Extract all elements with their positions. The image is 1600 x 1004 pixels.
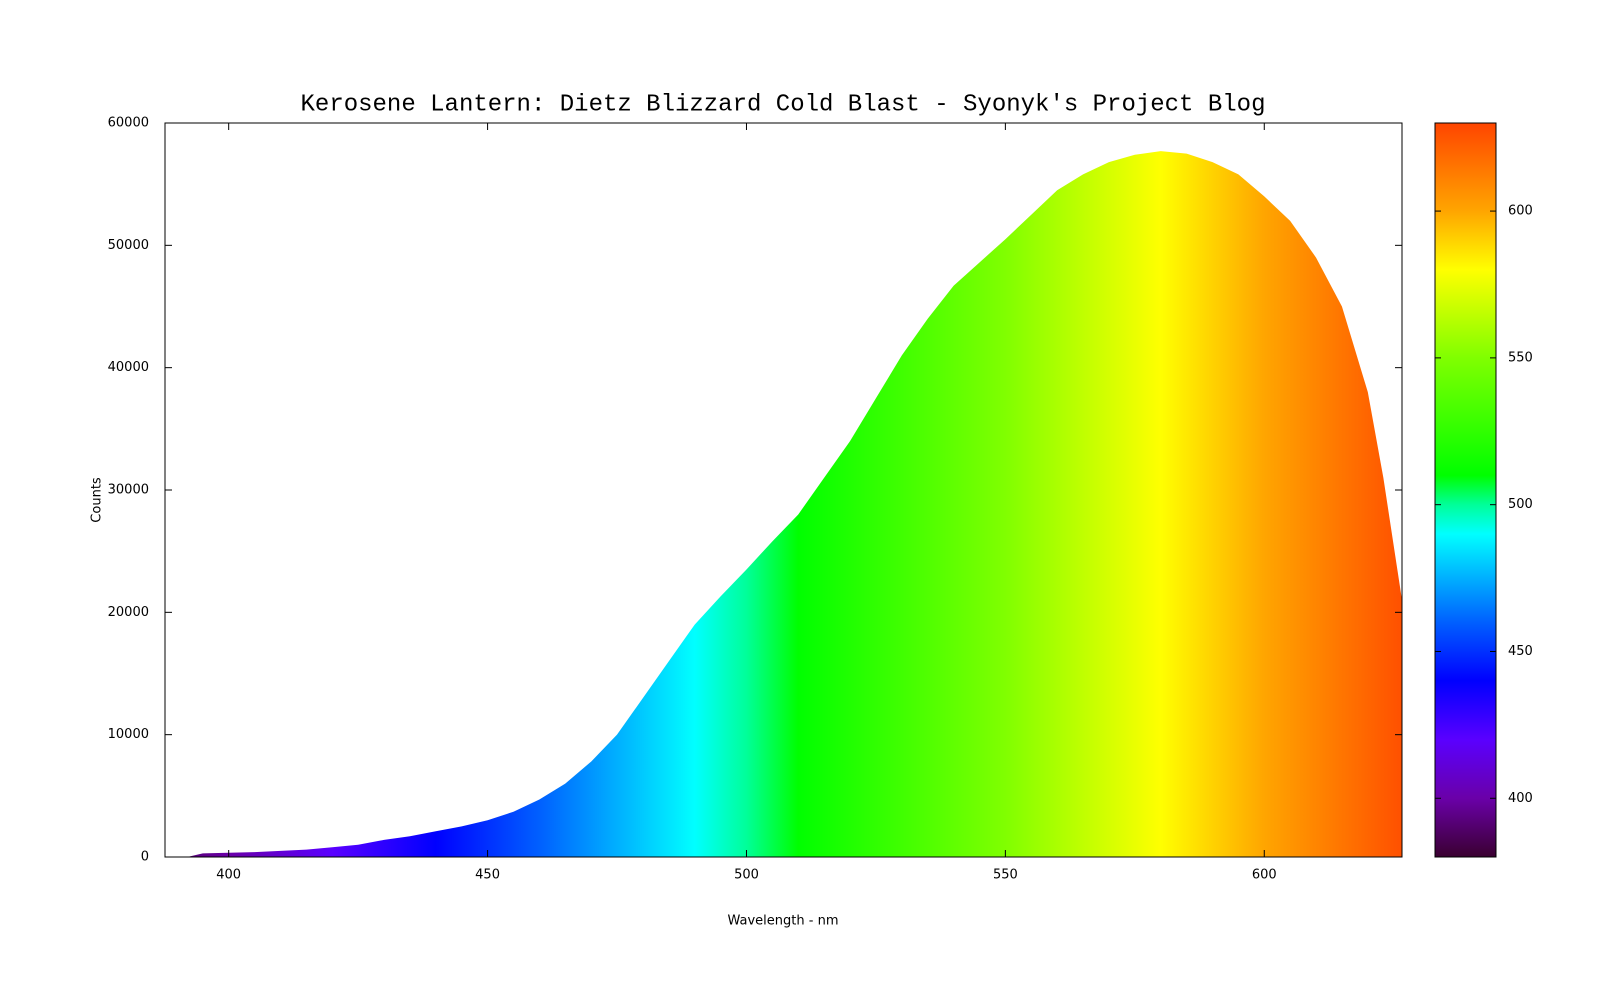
- x-tick-label: 600: [1252, 868, 1277, 883]
- y-tick-label: 40000: [108, 360, 149, 375]
- y-tick-label: 60000: [108, 116, 149, 131]
- x-tick-label: 500: [734, 868, 759, 883]
- x-tick-label: 450: [475, 868, 500, 883]
- colorbar-tick-label: 600: [1508, 204, 1533, 219]
- x-tick-label: 400: [216, 868, 241, 883]
- y-axis-label: Counts: [90, 477, 105, 523]
- y-tick-label: 10000: [108, 727, 149, 742]
- colorbar-tick-label: 500: [1508, 497, 1533, 512]
- colorbar: [1434, 122, 1497, 858]
- chart-title: Kerosene Lantern: Dietz Blizzard Cold Bl…: [301, 91, 1266, 118]
- y-tick-label: 30000: [108, 483, 149, 498]
- y-tick-label: 50000: [108, 238, 149, 253]
- colorbar-tick-label: 550: [1508, 350, 1533, 365]
- x-tick-label: 550: [993, 868, 1018, 883]
- y-tick-label: 20000: [108, 605, 149, 620]
- colorbar-tick-label: 450: [1508, 644, 1533, 659]
- y-tick-label: 0: [141, 850, 149, 865]
- spectrum-area: [187, 151, 1402, 858]
- x-axis-label: Wavelength - nm: [728, 914, 839, 929]
- colorbar-tick-label: 400: [1508, 791, 1533, 806]
